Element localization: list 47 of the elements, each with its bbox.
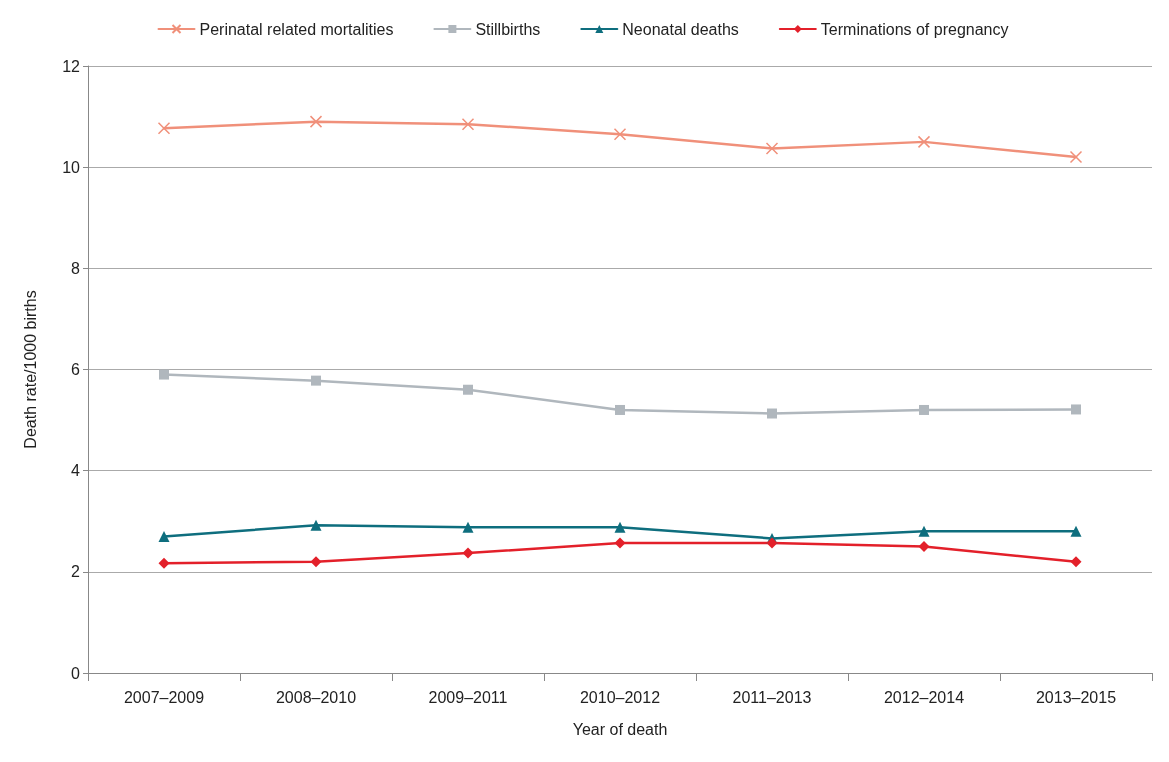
point [158,530,170,542]
point [919,404,929,415]
x-tick-label: 2010–2012 [579,688,661,706]
point [614,521,626,533]
x-tick-label: 2007–2009 [123,688,205,706]
point [1070,556,1082,568]
y-tick-label: 10 [62,158,81,176]
point [310,556,322,568]
point [463,384,473,395]
x-tick-label: 2012–2014 [883,688,965,706]
point [311,375,321,386]
point [159,369,169,380]
legend-label: Perinatal related mortalities [199,20,394,38]
point [1071,404,1081,415]
point [766,537,778,549]
y-tick-label: 8 [71,259,81,277]
point [918,541,930,553]
point [765,142,779,155]
point [767,408,777,419]
legend-label: Stillbirths [475,20,541,38]
point [309,115,323,128]
y-tick-label: 12 [62,57,81,75]
point [157,121,171,135]
point [917,135,931,149]
legend-label: Neonatal deaths [622,20,739,38]
point [462,547,474,559]
y-tick-label: 0 [71,664,81,682]
x-tick-label: 2009–2011 [428,688,508,706]
point [613,128,627,141]
x-tick-label: 2008–2010 [275,688,357,706]
point [615,404,625,415]
point [918,525,930,537]
point [158,557,170,569]
point [310,519,322,531]
x-axis-title: Year of death [572,720,668,738]
y-tick-label: 2 [71,563,81,581]
point [614,537,626,549]
legend-label: Terminations of pregnancy [820,20,1009,38]
point [462,521,474,533]
point [1070,525,1082,537]
y-tick-label: 4 [71,462,81,480]
x-tick-label: 2013–2015 [1035,688,1117,706]
point [461,117,475,131]
x-tick-label: 2011–2013 [732,688,812,706]
y-tick-label: 6 [71,361,81,378]
y-axis-title: Death rate/1000 births [21,290,39,449]
point [1069,150,1083,164]
